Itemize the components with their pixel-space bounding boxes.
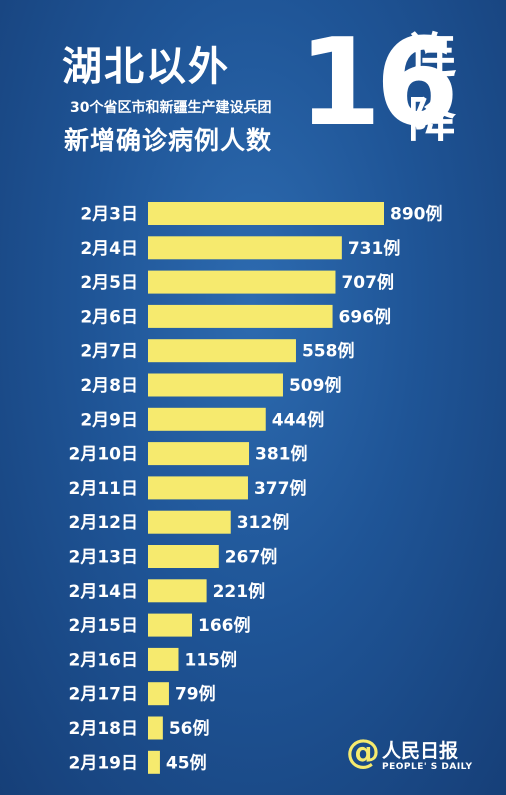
logo-name: 人民日报 [382, 740, 459, 762]
bar [148, 373, 283, 397]
bar [148, 236, 342, 260]
value-label: 79例 [175, 684, 216, 705]
bar [148, 613, 193, 637]
value-label: 312例 [237, 512, 290, 533]
bar [148, 510, 231, 534]
value-label: 115例 [184, 649, 237, 670]
streak-number: 16 [298, 14, 459, 153]
bar [148, 442, 250, 466]
streak-text-jiang: 降 [408, 92, 457, 148]
value-label: 377例 [254, 478, 307, 499]
bar [148, 202, 384, 225]
bar [148, 407, 266, 431]
value-label: 696例 [339, 306, 392, 327]
value-label: 221例 [213, 581, 265, 602]
value-label: 707例 [341, 272, 394, 293]
category-label: 2月8日 [80, 376, 138, 396]
category-label: 2月13日 [69, 548, 139, 568]
category-label: 2月4日 [80, 239, 138, 259]
bar [148, 716, 163, 740]
value-label: 267例 [225, 547, 277, 568]
at-sign-icon: @ [346, 732, 380, 772]
chart-header: 湖北以外 30个省区市和新疆生产建设兵团 新增确诊病例人数 16 连 降 [0, 0, 506, 175]
value-label: 444例 [272, 409, 325, 430]
chart-metric-label: 新增确诊病例人数 [64, 126, 273, 155]
bar [148, 545, 219, 568]
value-label: 731例 [348, 238, 401, 259]
bar [148, 339, 296, 363]
category-label: 2月10日 [69, 445, 139, 465]
value-label: 381例 [255, 444, 308, 465]
bar [148, 579, 207, 603]
category-label: 2月5日 [80, 273, 138, 293]
category-label: 2月9日 [80, 410, 138, 430]
category-label: 2月6日 [80, 307, 138, 327]
category-label: 2月12日 [69, 513, 139, 533]
category-label: 2月7日 [80, 342, 138, 362]
category-label: 2月16日 [69, 650, 139, 670]
category-label: 2月15日 [69, 616, 139, 636]
chart-subtitle: 30个省区市和新疆生产建设兵团 [70, 100, 272, 116]
bar [148, 304, 333, 328]
value-label: 166例 [198, 615, 251, 636]
peoples-daily-logo: @ 人民日报 PEOPLE' S DAILY [346, 732, 496, 784]
bar [148, 750, 160, 774]
bar [148, 647, 179, 671]
value-label: 45例 [166, 752, 207, 773]
value-label: 56例 [169, 718, 210, 739]
category-label: 2月17日 [69, 685, 139, 705]
bar [148, 476, 248, 500]
chart-title: 湖北以外 [62, 44, 230, 90]
category-label: 2月19日 [69, 753, 139, 773]
category-label: 2月3日 [80, 205, 138, 225]
value-label: 558例 [302, 341, 355, 362]
bar [148, 270, 336, 294]
bar [148, 682, 169, 706]
bar-chart: 2月3日 890例 2月4日 731例 2月5日 707例 2月6日 696例 2月7日 558例… [69, 202, 443, 774]
category-label: 2月11日 [69, 479, 139, 499]
category-label: 2月14日 [69, 582, 139, 602]
value-label: 890例 [390, 204, 443, 225]
category-label: 2月18日 [69, 719, 139, 739]
logo-english-name: PEOPLE' S DAILY [382, 762, 473, 772]
streak-text-lian: 连 [408, 28, 457, 84]
value-label: 509例 [289, 375, 342, 396]
